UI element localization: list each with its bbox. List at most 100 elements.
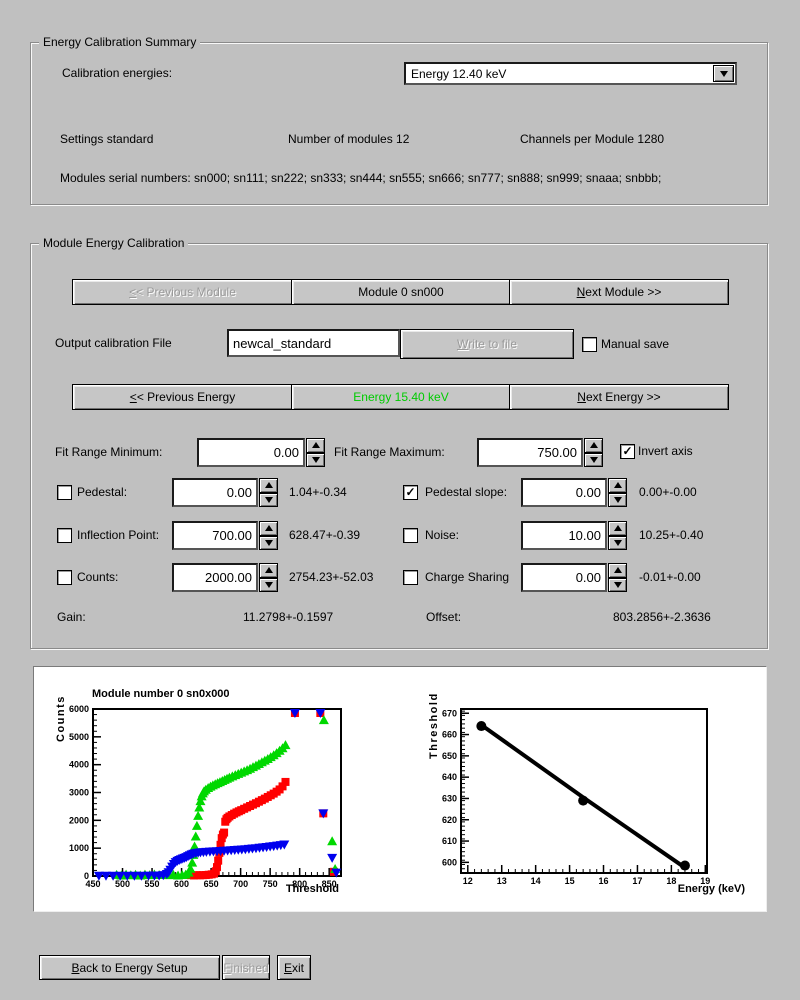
arrow-up-icon <box>264 482 273 489</box>
inflection-point-label: Inflection Point: <box>77 528 160 542</box>
charge-sharing-checkbox[interactable] <box>403 570 418 585</box>
svg-text:Counts: Counts <box>55 695 67 742</box>
current-energy-button[interactable]: Energy 15.40 keV <box>291 384 511 410</box>
arrow-down-icon <box>264 539 273 546</box>
spin-up-button[interactable] <box>608 521 627 536</box>
output-file-input[interactable]: newcal_standard <box>227 329 400 357</box>
channels-per-module-label: Channels per Module 1280 <box>520 132 665 146</box>
spin-up-button[interactable] <box>259 478 278 493</box>
svg-text:2000: 2000 <box>69 815 89 825</box>
counts-spinbox[interactable]: 2000.00 <box>172 563 258 592</box>
spin-up-button[interactable] <box>306 438 325 453</box>
arrow-down-icon <box>613 496 622 503</box>
calibration-energy-dropdown[interactable]: Energy 12.40 keV <box>404 62 737 85</box>
inflection-point-checkbox[interactable] <box>57 528 72 543</box>
previous-energy-button[interactable]: < < Previous Energy <box>72 384 293 410</box>
svg-text:450: 450 <box>85 879 100 889</box>
offset-value: 803.2856+-2.3636 <box>613 610 711 624</box>
svg-text:16: 16 <box>599 876 609 886</box>
dropdown-selected-value: Energy 12.40 keV <box>411 66 507 81</box>
pedestal-slope-spinbox[interactable]: 0.00 <box>521 478 607 507</box>
svg-text:650: 650 <box>204 879 219 889</box>
num-modules-label: Number of modules 12 <box>288 132 410 146</box>
spin-down-button[interactable] <box>608 577 627 592</box>
svg-text:3000: 3000 <box>69 788 89 798</box>
svg-text:640: 640 <box>442 772 457 782</box>
plot-panel: 450 500 550 600 650 700 750 800 850 0 1000 2000 3000… <box>33 666 767 912</box>
fit-range-max-spinbox[interactable]: 750.00 <box>477 438 583 467</box>
svg-text:610: 610 <box>442 836 457 846</box>
arrow-up-icon <box>613 567 622 574</box>
arrow-up-icon <box>589 442 598 449</box>
arrow-up-icon <box>264 567 273 574</box>
arrow-down-icon <box>311 456 320 463</box>
arrow-up-icon <box>613 525 622 532</box>
pedestal-slope-spin-buttons <box>608 478 627 507</box>
manual-save-label: Manual save <box>601 337 670 351</box>
arrow-down-icon <box>589 456 598 463</box>
spin-up-button[interactable] <box>608 563 627 578</box>
svg-text:600: 600 <box>442 857 457 867</box>
module-serials-label: Modules serial numbers: sn000; sn111; sn… <box>60 171 662 185</box>
counts-checkbox[interactable] <box>57 570 72 585</box>
noise-checkbox[interactable] <box>403 528 418 543</box>
spin-up-button[interactable] <box>584 438 603 453</box>
svg-text:17: 17 <box>632 876 642 886</box>
charge-sharing-label: Charge Sharing <box>425 570 510 584</box>
previous-module-button[interactable]: < < Previous Module <box>72 279 293 305</box>
spin-down-button[interactable] <box>584 452 603 467</box>
spin-down-button[interactable] <box>259 492 278 507</box>
svg-text:550: 550 <box>145 879 160 889</box>
spin-down-button[interactable] <box>259 535 278 550</box>
fit-range-max-spin-buttons <box>584 438 603 467</box>
pedestal-slope-label: Pedestal slope: <box>425 485 508 499</box>
svg-text:800: 800 <box>292 879 307 889</box>
spin-up-button[interactable] <box>259 521 278 536</box>
spin-down-button[interactable] <box>608 492 627 507</box>
svg-text:13: 13 <box>497 876 507 886</box>
noise-fit-value: 10.25+-0.40 <box>639 528 704 542</box>
offset-label: Offset: <box>426 610 462 624</box>
inflection-point-spinbox[interactable]: 700.00 <box>172 521 258 550</box>
current-module-button[interactable]: Module 0 sn000 <box>291 279 511 305</box>
svg-text:4000: 4000 <box>69 760 89 770</box>
noise-spinbox[interactable]: 10.00 <box>521 521 607 550</box>
invert-axis-checkbox[interactable]: ✓ <box>620 444 635 459</box>
svg-text:12: 12 <box>463 876 473 886</box>
spin-down-button[interactable] <box>259 577 278 592</box>
svg-text:18: 18 <box>666 876 676 886</box>
spin-down-button[interactable] <box>306 452 325 467</box>
checkmark-icon: ✓ <box>622 444 633 458</box>
checkmark-icon: ✓ <box>405 485 416 499</box>
svg-text:Energy (keV): Energy (keV) <box>678 883 746 895</box>
charge-sharing-spinbox[interactable]: 0.00 <box>521 563 607 592</box>
fit-range-min-spinbox[interactable]: 0.00 <box>197 438 305 467</box>
groupbox-title: Energy Calibration Summary <box>39 35 201 49</box>
arrow-up-icon <box>264 525 273 532</box>
pedestal-checkbox[interactable] <box>57 485 72 500</box>
pedestal-slope-checkbox[interactable]: ✓ <box>403 485 418 500</box>
pedestal-spinbox[interactable]: 0.00 <box>172 478 258 507</box>
noise-label: Noise: <box>425 528 460 542</box>
output-file-label: Output calibration File <box>55 336 172 350</box>
module-energy-calibration-groupbox: Module Energy Calibration <box>30 236 768 649</box>
svg-text:15: 15 <box>565 876 575 886</box>
counts-spin-buttons <box>259 563 278 592</box>
energy-calibration-summary-groupbox: Energy Calibration Summary <box>30 35 768 205</box>
spin-up-button[interactable] <box>608 478 627 493</box>
svg-text:Threshold: Threshold <box>428 692 440 759</box>
svg-text:500: 500 <box>115 879 130 889</box>
dropdown-arrow-button[interactable] <box>713 65 734 82</box>
counts-fit-value: 2754.23+-52.03 <box>289 570 374 584</box>
arrow-up-icon <box>613 482 622 489</box>
spin-down-button[interactable] <box>608 535 627 550</box>
manual-save-checkbox[interactable] <box>582 337 597 352</box>
spin-up-button[interactable] <box>259 563 278 578</box>
